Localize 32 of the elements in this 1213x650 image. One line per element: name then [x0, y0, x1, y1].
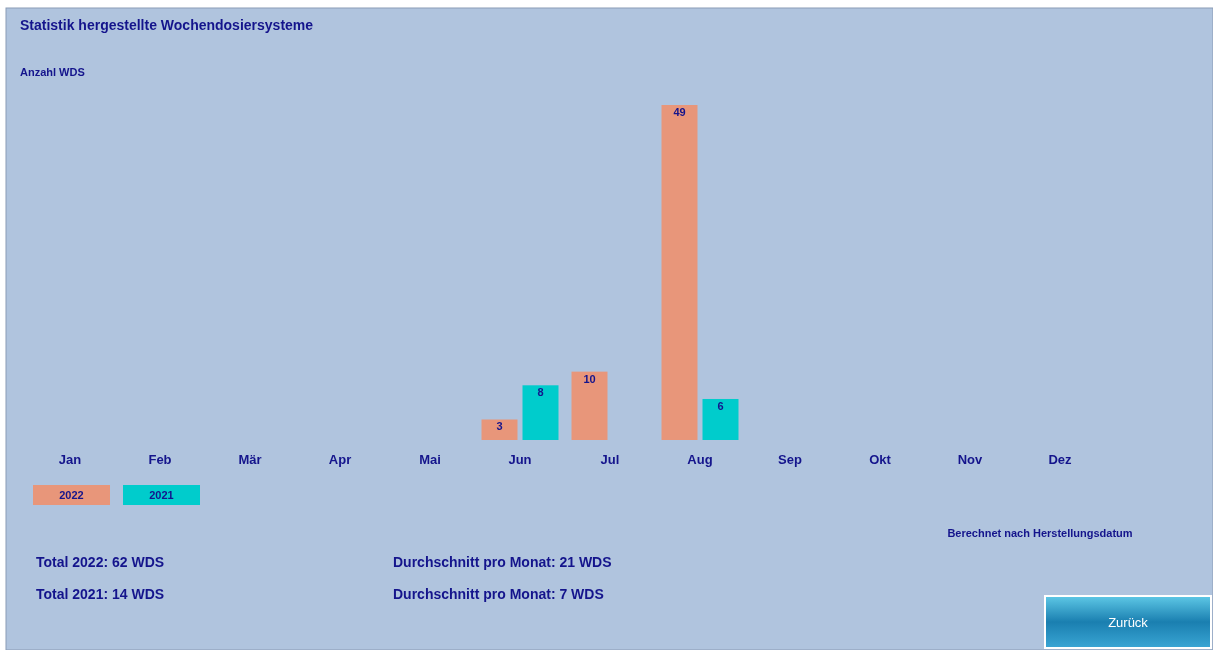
y-axis-title: Anzahl WDS: [20, 66, 85, 78]
x-tick-label: Jun: [508, 452, 532, 467]
bar: [522, 385, 559, 440]
text: 2022: [59, 489, 84, 501]
text: Total 2022: 62 WDS: [36, 554, 165, 570]
text: Durchschnitt pro Monat: 21 WDS: [393, 554, 612, 570]
bar: [702, 398, 739, 440]
x-tick-label: Aug: [687, 452, 713, 467]
x-tick-label: Okt: [869, 452, 892, 467]
chart-title: Statistik hergestellte Wochendosiersysteme: [20, 17, 314, 33]
text: Total 2021: 14 WDS: [36, 586, 165, 602]
x-tick-label: Sep: [778, 452, 802, 467]
x-tick-label: Dez: [1048, 452, 1073, 467]
text: 2021: [149, 489, 174, 501]
x-tick-label: Mai: [419, 452, 441, 467]
x-tick-label: Apr: [328, 452, 352, 467]
data-label: 49: [673, 106, 686, 118]
data-label: 6: [717, 399, 724, 412]
x-tick-label: Jan: [58, 452, 82, 467]
data-label: 3: [496, 420, 503, 433]
x-tick-label: Feb: [148, 452, 172, 467]
bar: [661, 105, 698, 440]
x-tick-label: Nov: [957, 452, 984, 467]
back-button[interactable]: Zurück: [1044, 595, 1212, 649]
data-label: 8: [537, 386, 544, 399]
x-tick-label: Mär: [238, 452, 262, 467]
bar: [481, 419, 518, 440]
data-label: 10: [583, 372, 596, 385]
x-tick-label: Jul: [600, 452, 620, 467]
text: Durchschnitt pro Monat: 7 WDS: [393, 586, 604, 602]
text: Berechnet nach Herstellungsdatum: [947, 527, 1133, 539]
bar: [571, 371, 608, 440]
